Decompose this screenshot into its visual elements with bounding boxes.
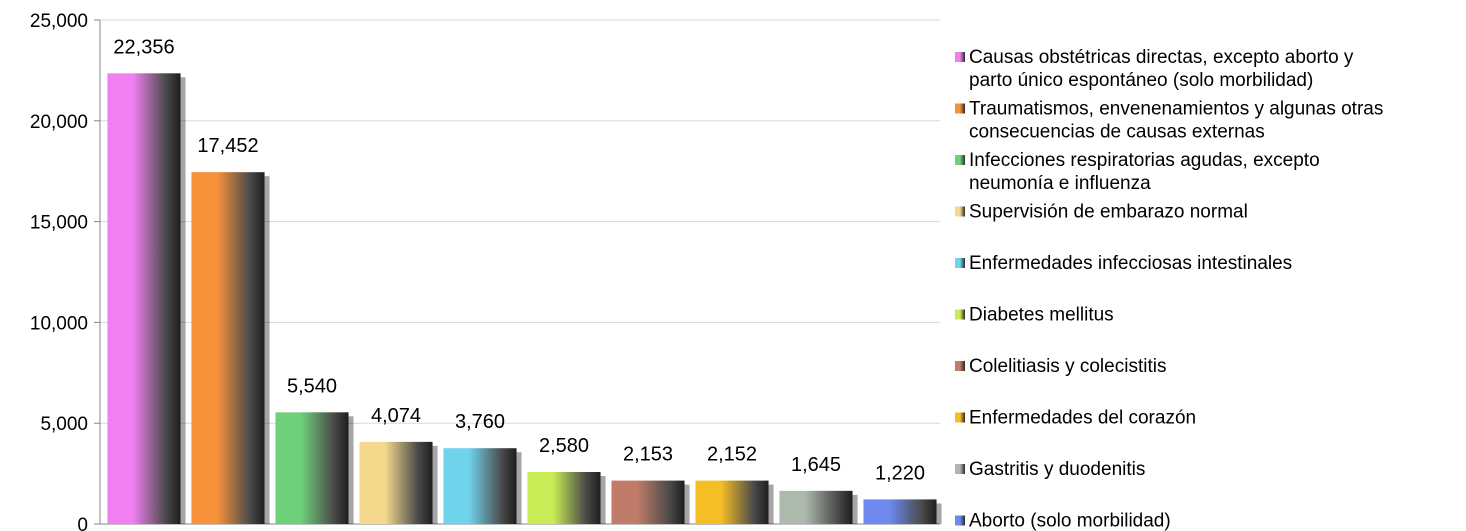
data-labels: 22,356 17,452 5,540 4,074 3,760 2,580 2,153 2,1… [113,36,925,484]
data-label: 4,074 [371,405,421,427]
data-label: 1,220 [875,462,925,484]
legend-label: Infecciones respiratorias agudas, except… [969,150,1320,171]
legend-label: Enfermedades infecciosas intestinales [969,253,1292,274]
legend-label: Enfermedades del corazón [969,408,1196,429]
y-tick-label: 0 [77,515,88,531]
data-label: 17,452 [197,135,258,157]
legend-swatch [955,515,965,526]
data-label: 1,645 [791,454,841,476]
bar-2 [191,172,265,525]
legend-swatch [955,412,965,423]
legend-swatch [955,206,965,217]
legend-swatch [955,464,965,474]
legend-label: Diabetes mellitus [969,305,1114,326]
data-label: 5,540 [287,375,337,397]
bars [107,73,942,525]
legend-label: Supervisión de embarazo normal [969,202,1248,223]
legend-label: Causas obstétricas directas, excepto abo… [969,47,1354,68]
legend-label: Colelitiasis y colecistitis [969,356,1166,377]
legend: Causas obstétricas directas, excepto abo… [955,47,1383,531]
y-tick-label: 20,000 [30,112,88,133]
legend-swatch [955,103,965,114]
legend-label: consecuencias de causas externas [969,122,1265,143]
y-tick-label: 15,000 [30,213,88,234]
legend-swatch [955,309,965,320]
bar-6 [527,471,601,524]
legend-label: neumonía e influenza [969,173,1151,194]
legend-label: Aborto (solo morbilidad) [969,511,1171,531]
data-label: 22,356 [113,36,174,58]
legend-swatch [955,52,965,62]
bar-8 [695,480,769,524]
legend-swatch [955,258,965,268]
bar-9 [779,490,853,524]
data-label: 2,580 [539,435,589,457]
y-tick-label: 5,000 [40,414,88,435]
legend-label: Gastritis y duodenitis [969,459,1145,480]
legend-swatch [955,155,965,165]
data-label: 2,153 [623,444,673,466]
legend-swatch [955,361,965,371]
y-tick-label: 10,000 [30,313,88,334]
bar-3 [275,412,349,524]
bar-7 [611,480,685,524]
data-label: 2,152 [707,444,757,466]
y-tick-label: 25,000 [30,11,88,32]
legend-label: Traumatismos, envenenamientos y algunas … [969,99,1383,120]
legend-label: parto único espontáneo (solo morbilidad) [969,70,1313,91]
bar-10 [863,499,937,524]
bar-5 [443,448,517,524]
bar-1 [107,73,181,524]
bar-4 [359,441,433,524]
data-label: 3,760 [455,411,505,433]
